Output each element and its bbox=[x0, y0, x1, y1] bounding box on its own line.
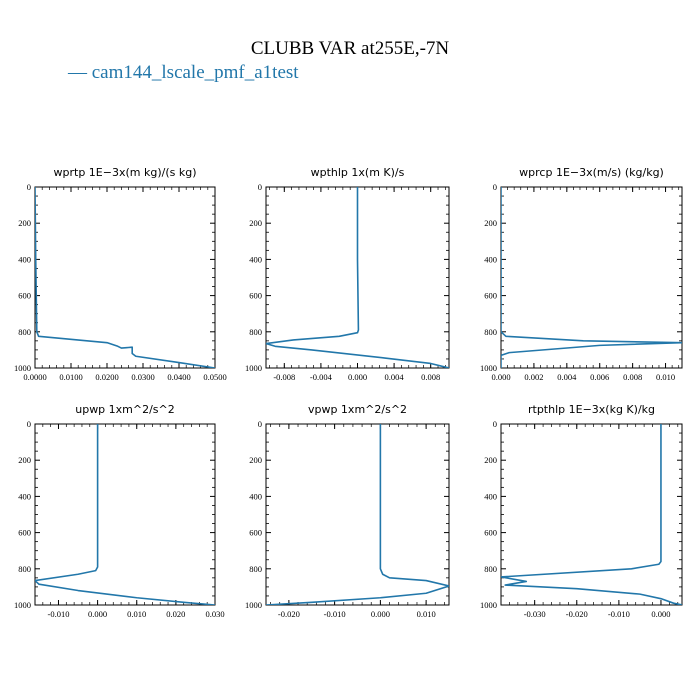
x-tick-label: 0.000 bbox=[348, 372, 367, 382]
plot-frame bbox=[34, 423, 216, 606]
y-tick-label: 200 bbox=[249, 455, 262, 465]
x-tick-label: -0.030 bbox=[524, 609, 546, 619]
x-tick-label: 0.006 bbox=[590, 372, 609, 382]
y-tick-label: 0 bbox=[258, 419, 262, 429]
x-tick-label: 0.004 bbox=[385, 372, 405, 382]
panel-1: wprtp 1E−3x(m kg)/(s kg) 0 200 400 600 800 100… bbox=[14, 166, 227, 382]
y-tick-label: 1000 bbox=[14, 363, 31, 373]
y-tick-label: 200 bbox=[18, 455, 31, 465]
x-tick-label: 0.000 bbox=[371, 609, 390, 619]
y-tick-label: 600 bbox=[249, 291, 262, 301]
panel-title: wprtp 1E−3x(m kg)/(s kg) bbox=[54, 166, 197, 179]
y-tick-label: 1000 bbox=[480, 363, 497, 373]
x-tick-label: 0.010 bbox=[417, 609, 436, 619]
x-tick-label: -0.004 bbox=[310, 372, 333, 382]
y-tick-label: 800 bbox=[484, 327, 497, 337]
plot-frame bbox=[265, 423, 450, 606]
x-tick-label: 0.0100 bbox=[59, 372, 82, 382]
x-tick-label: 0.0500 bbox=[203, 372, 226, 382]
y-tick-label: 400 bbox=[484, 254, 497, 264]
x-tick-label: 0.0200 bbox=[95, 372, 118, 382]
y-tick-label: 400 bbox=[18, 254, 31, 264]
x-tick-label: 0.002 bbox=[524, 372, 543, 382]
x-tick-label: 0.000 bbox=[491, 372, 510, 382]
series-line bbox=[35, 424, 215, 605]
panel-title: upwp 1xm^2/s^2 bbox=[75, 403, 175, 416]
x-tick-label: 0.0300 bbox=[131, 372, 154, 382]
x-tick-label: 0.0000 bbox=[23, 372, 46, 382]
x-tick-label: -0.008 bbox=[273, 372, 295, 382]
y-tick-label: 1000 bbox=[245, 600, 262, 610]
y-tick-label: 600 bbox=[249, 528, 262, 538]
x-tick-label: -0.010 bbox=[47, 609, 69, 619]
series-line bbox=[501, 424, 682, 605]
y-tick-label: 800 bbox=[249, 564, 262, 574]
x-tick-label: 0.0400 bbox=[167, 372, 190, 382]
x-tick-label: -0.010 bbox=[324, 609, 346, 619]
panel-grid: wprtp 1E−3x(m kg)/(s kg) 0 200 400 600 800 100… bbox=[14, 166, 683, 619]
x-tick-label: -0.010 bbox=[608, 609, 630, 619]
plot-frame bbox=[34, 186, 216, 369]
series-line bbox=[266, 424, 449, 605]
series-line bbox=[266, 187, 449, 368]
x-tick-label: 0.004 bbox=[557, 372, 577, 382]
panel-title: rtpthlp 1E−3x(kg K)/kg bbox=[528, 403, 655, 416]
y-tick-label: 0 bbox=[258, 182, 262, 192]
x-tick-label: 0.010 bbox=[656, 372, 675, 382]
x-tick-label: -0.020 bbox=[566, 609, 588, 619]
y-tick-label: 400 bbox=[249, 254, 262, 264]
plot-frame bbox=[500, 423, 683, 606]
y-tick-label: 0 bbox=[493, 419, 497, 429]
x-tick-label: 0.030 bbox=[205, 609, 224, 619]
y-tick-label: 800 bbox=[484, 564, 497, 574]
x-tick-label: -0.020 bbox=[278, 609, 300, 619]
x-tick-label: 0.010 bbox=[127, 609, 146, 619]
y-tick-label: 800 bbox=[18, 327, 31, 337]
y-tick-label: 600 bbox=[484, 291, 497, 301]
panel-title: vpwp 1xm^2/s^2 bbox=[308, 403, 407, 416]
x-tick-label: 0.000 bbox=[88, 609, 107, 619]
panel-4: upwp 1xm^2/s^2 0 200 400 600 800 1000 -0.010 0.0… bbox=[14, 403, 225, 619]
x-tick-label: 0.008 bbox=[421, 372, 440, 382]
panel-5: vpwp 1xm^2/s^2 0 200 400 600 800 1000 -0.020 -0.… bbox=[245, 403, 450, 619]
series-line bbox=[501, 187, 682, 368]
figure-title: CLUBB VAR at255E,-7N bbox=[251, 38, 450, 59]
y-tick-label: 200 bbox=[484, 455, 497, 465]
y-tick-label: 1000 bbox=[14, 600, 31, 610]
x-tick-label: 0.020 bbox=[166, 609, 185, 619]
x-tick-label: 0.000 bbox=[651, 609, 670, 619]
y-tick-label: 200 bbox=[249, 218, 262, 228]
y-tick-label: 400 bbox=[18, 491, 31, 501]
y-tick-label: 800 bbox=[18, 564, 31, 574]
panel-title: wpthlp 1x(m K)/s bbox=[311, 166, 405, 179]
panel-6: rtpthlp 1E−3x(kg K)/kg 0 200 400 600 800 1000 -… bbox=[480, 403, 683, 619]
y-tick-label: 200 bbox=[18, 218, 31, 228]
x-tick-label: 0.008 bbox=[623, 372, 642, 382]
series-line bbox=[35, 187, 215, 368]
y-tick-label: 600 bbox=[18, 528, 31, 538]
y-tick-label: 600 bbox=[484, 528, 497, 538]
y-tick-label: 0 bbox=[27, 182, 31, 192]
y-tick-label: 1000 bbox=[245, 363, 262, 373]
y-tick-label: 1000 bbox=[480, 600, 497, 610]
legend-entry: — cam144_lscale_pmf_a1test bbox=[67, 62, 299, 83]
y-tick-label: 200 bbox=[484, 218, 497, 228]
y-tick-label: 800 bbox=[249, 327, 262, 337]
y-tick-label: 600 bbox=[18, 291, 31, 301]
panel-2: wpthlp 1x(m K)/s 0 200 400 600 800 1000 -0.008 -… bbox=[245, 166, 450, 382]
panel-title: wprcp 1E−3x(m/s) (kg/kg) bbox=[519, 166, 664, 179]
y-tick-label: 0 bbox=[27, 419, 31, 429]
y-tick-label: 0 bbox=[493, 182, 497, 192]
panel-3: wprcp 1E−3x(m/s) (kg/kg) 0 200 400 600 800 100… bbox=[480, 166, 683, 382]
y-tick-label: 400 bbox=[249, 491, 262, 501]
y-tick-label: 400 bbox=[484, 491, 497, 501]
